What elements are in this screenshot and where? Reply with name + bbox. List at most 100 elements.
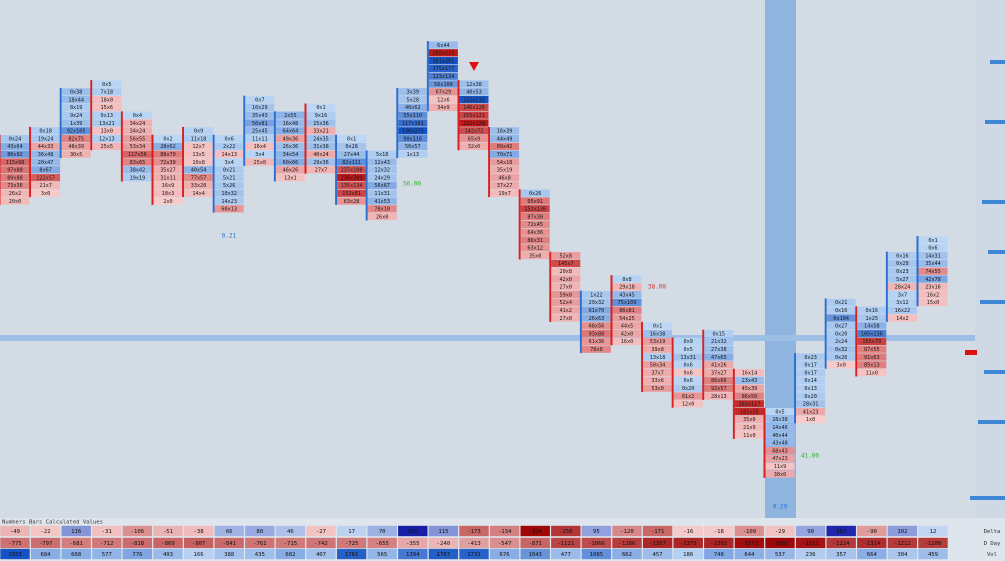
cell-label: 54x25 — [619, 316, 635, 322]
cell-label: 28x38 — [772, 417, 788, 423]
cell — [765, 439, 795, 447]
cell-label: 63x28 — [344, 199, 360, 205]
cell — [122, 150, 152, 158]
cell-label: 47x23 — [772, 456, 788, 462]
cell-label: 18x44 — [68, 97, 84, 103]
cell — [551, 298, 581, 306]
cell — [428, 96, 458, 104]
cell — [826, 345, 856, 353]
cell — [734, 431, 764, 439]
cell-label: 16x2 — [927, 292, 940, 298]
cell-label: 0x26 — [529, 191, 542, 197]
cell — [367, 166, 397, 174]
cell — [245, 119, 275, 127]
cell-label: 0x16 — [866, 308, 879, 314]
cell-label: 25x5 — [101, 144, 114, 150]
cell-label: 14x2 — [896, 316, 909, 322]
cell-label: 87x30 — [527, 214, 543, 220]
table-cell — [764, 548, 796, 560]
cell-label: 40x24 — [313, 152, 329, 158]
cell-label: 14x31 — [925, 253, 941, 259]
cell-label: 36x48 — [38, 152, 54, 158]
cell-label: 82x111 — [342, 160, 361, 166]
cell — [214, 166, 244, 174]
cell — [734, 400, 764, 408]
cell — [459, 127, 489, 135]
table-value: -775 — [8, 541, 21, 547]
cell-label: 0x18 — [39, 129, 52, 135]
cell-label: 13x31 — [680, 355, 696, 361]
table-value: -1200 — [925, 541, 942, 547]
cell — [398, 119, 428, 127]
cell-label: 1x25 — [866, 316, 879, 322]
cell — [337, 135, 367, 143]
row-label: Vol — [987, 552, 997, 558]
cell-label: 20x8 — [560, 269, 573, 275]
cell — [398, 111, 428, 119]
cell-label: 131x232 — [463, 97, 485, 103]
cell-label: 0x20 — [804, 394, 817, 400]
cell-label: 13x1 — [284, 175, 297, 181]
stats-table: -49 -22 116 -31 -106 -51 -38 66 80 46 -27 17 70 300 11… — [0, 525, 1001, 560]
table-value: 664 — [867, 552, 878, 558]
cell-label: 95x91 — [527, 199, 543, 205]
cell — [398, 142, 428, 150]
cell-label: 21x32 — [711, 339, 727, 345]
table-value: -49 — [10, 529, 20, 535]
table-cell — [397, 525, 429, 537]
cell — [826, 337, 856, 345]
cell — [214, 150, 244, 158]
cell-label: 152x61 — [342, 191, 361, 197]
cell-label: 6x44 — [437, 43, 450, 49]
table-value: 1394 — [406, 552, 420, 558]
cell — [673, 369, 703, 377]
table-cell — [122, 525, 153, 537]
cell-label: 28x31 — [803, 402, 819, 408]
cell-label: 34x9 — [437, 105, 450, 111]
cell-label: 2x0 — [163, 199, 172, 205]
table-value: 17 — [348, 529, 355, 535]
cell — [122, 158, 152, 166]
cell-label: 18x3 — [162, 191, 175, 197]
cell — [306, 135, 336, 143]
cell — [459, 135, 489, 143]
table-value: -18 — [714, 529, 725, 535]
cell-label: 92x105 — [67, 129, 86, 135]
cell — [887, 306, 917, 314]
cell-label: 3x7 — [898, 292, 907, 298]
cell-label: 26x0 — [376, 214, 389, 220]
cell-label: 14x4 — [192, 191, 205, 197]
table-value: 1761 — [345, 552, 358, 558]
cell — [673, 376, 703, 384]
cell — [459, 80, 489, 88]
cell — [673, 353, 703, 361]
table-value: -413 — [467, 541, 480, 547]
cell-label: 35x19 — [497, 168, 513, 174]
cell-label: 3x0 — [837, 363, 846, 369]
cell — [428, 72, 458, 80]
cell-label: 44x49 — [497, 136, 513, 142]
cell — [428, 88, 458, 96]
annotation: 56.00 — [403, 181, 421, 188]
cell — [612, 306, 642, 314]
cell-label: 16x14 — [742, 370, 758, 376]
bar-body — [732, 368, 735, 439]
cell — [31, 166, 61, 174]
table-cell — [642, 525, 673, 537]
cell-label: 16x22 — [895, 308, 911, 314]
table-value: 287 — [836, 529, 846, 535]
table-value: 1731 — [467, 552, 480, 558]
cell — [153, 150, 183, 158]
cell — [337, 181, 367, 189]
cell-label: 35x27 — [160, 168, 176, 174]
cell — [918, 283, 948, 291]
cell — [245, 150, 275, 158]
cell-label: 29x36 — [313, 160, 329, 166]
cell — [153, 197, 183, 205]
table-value: -90 — [867, 529, 877, 535]
table-cell — [30, 525, 61, 537]
cell-label: 32x0 — [468, 144, 481, 150]
cell-label: 80x92 — [7, 152, 23, 158]
cell — [122, 166, 152, 174]
